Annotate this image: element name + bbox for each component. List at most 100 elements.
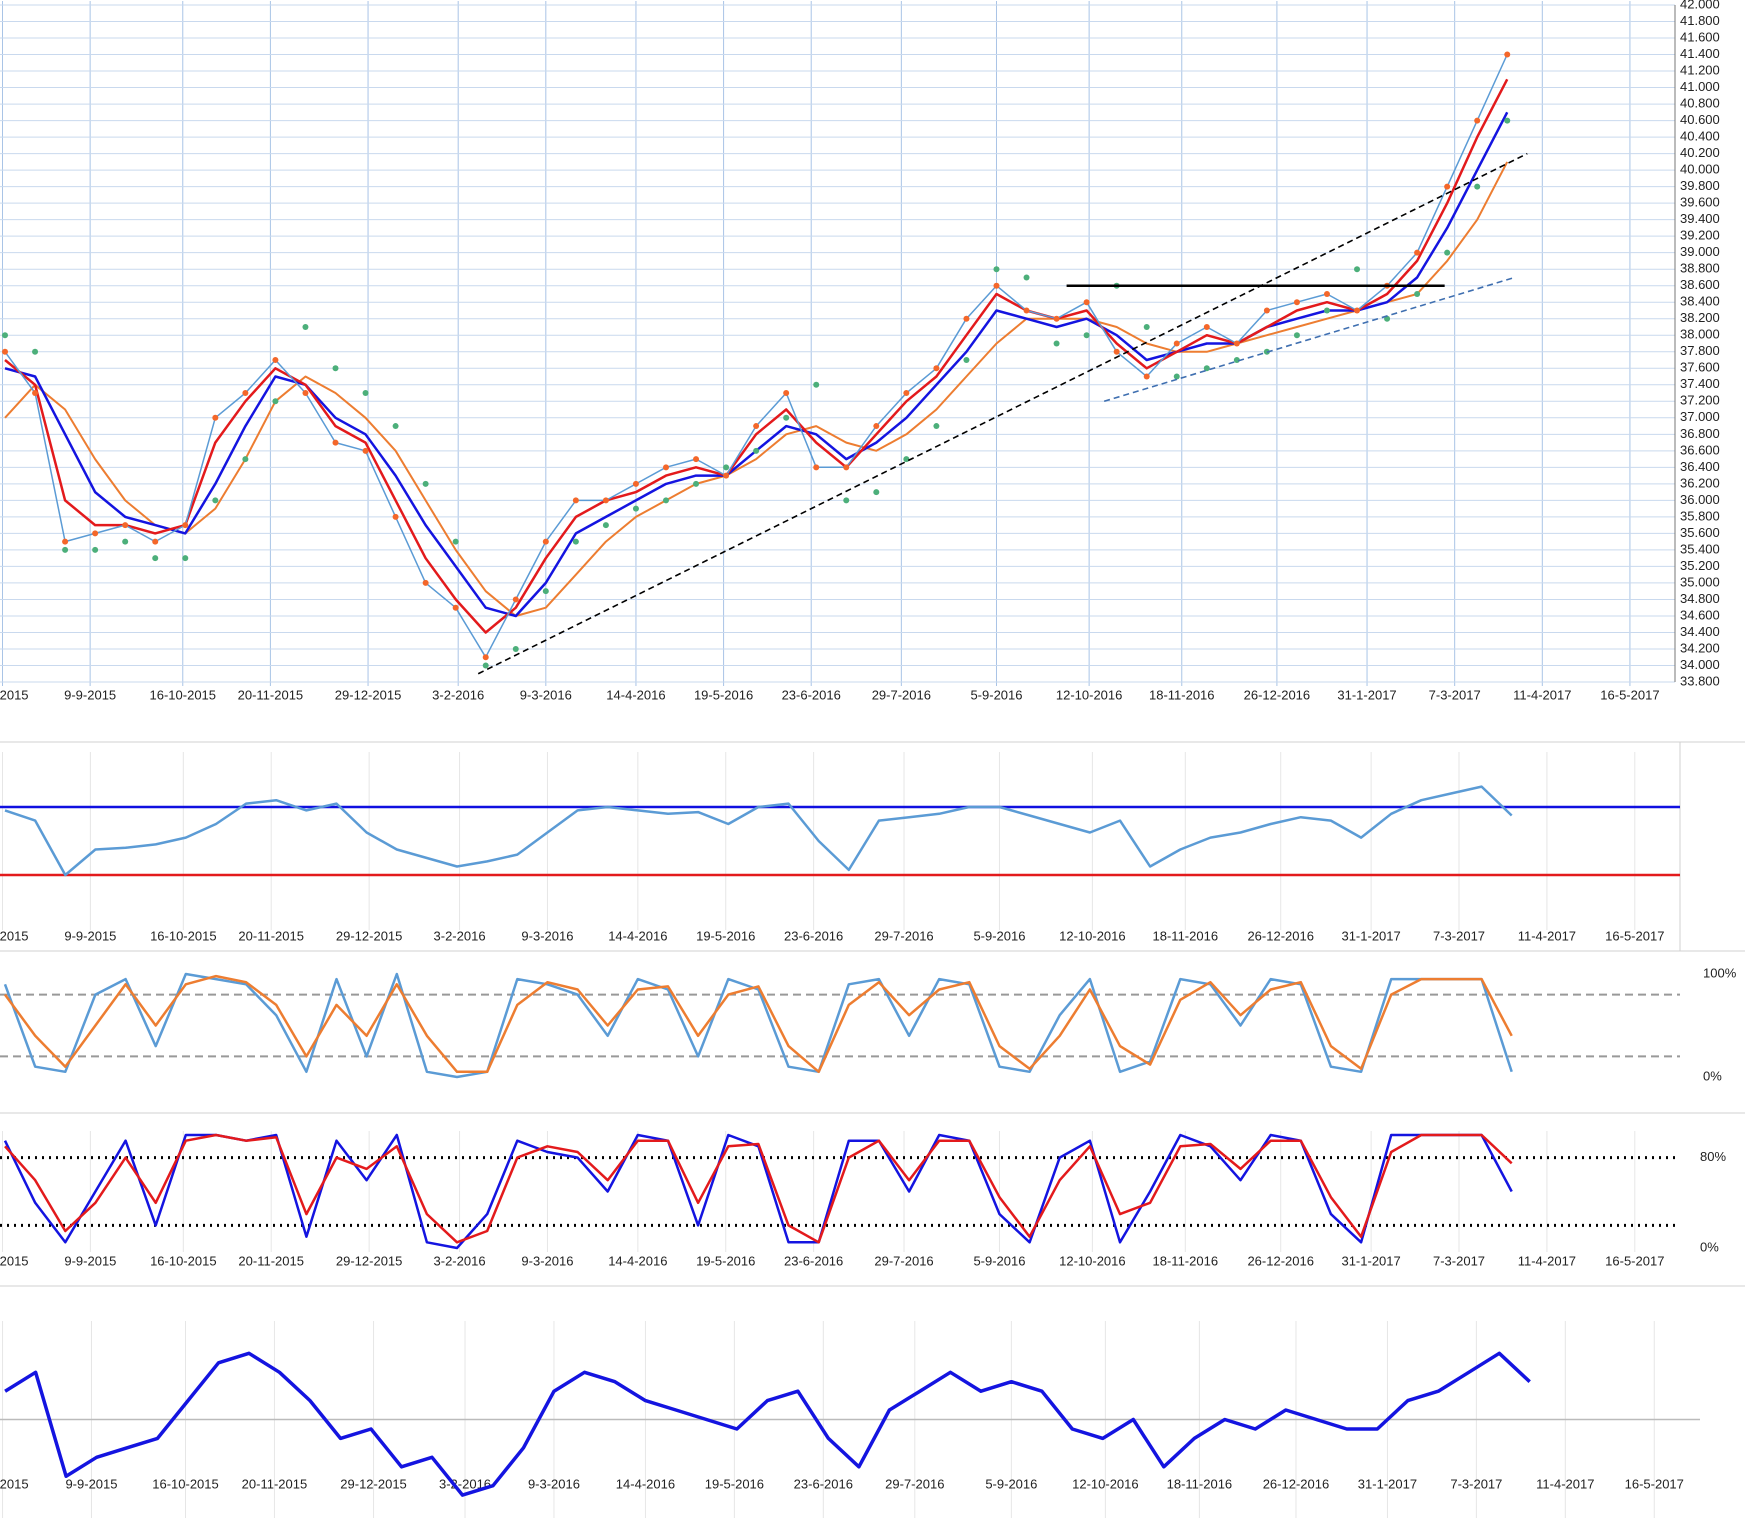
x-tick-label: 26-12-2016 <box>1244 687 1311 702</box>
x-tick-label: 7-3-2017 <box>1433 928 1485 943</box>
x-tick-label: 9-3-2016 <box>520 687 572 702</box>
series-marker <box>212 497 219 504</box>
x-tick-label: 5-9-2016 <box>973 1253 1025 1268</box>
series-marker <box>1263 307 1270 314</box>
series-marker <box>1203 365 1210 372</box>
series-marker <box>482 662 489 669</box>
series-marker <box>152 555 159 562</box>
x-tick-label: 14-4-2016 <box>616 1476 675 1491</box>
series-marker <box>843 497 850 504</box>
x-tick-label: 9-9-2015 <box>64 928 116 943</box>
y-tick-label: 41.800 <box>1680 13 1720 28</box>
series-marker <box>1023 307 1030 314</box>
x-tick-label: 12-10-2016 <box>1059 928 1126 943</box>
x-tick-label: 16-5-2017 <box>1605 928 1664 943</box>
x-tick-label: 19-5-2016 <box>696 928 755 943</box>
series-marker <box>813 464 820 471</box>
x-tick-label: 31-1-2017 <box>1358 1476 1417 1491</box>
x-tick-label: 14-4-2016 <box>606 687 665 702</box>
y-tick-label: 35.000 <box>1680 574 1720 589</box>
series-marker <box>1474 183 1481 190</box>
x-tick-label: 29-12-2015 <box>335 687 402 702</box>
x-tick-label: 29-12-2015 <box>340 1476 407 1491</box>
series-marker <box>332 365 339 372</box>
series-line <box>4 1133 1513 1244</box>
series-marker <box>723 464 730 471</box>
x-tick-label: 12-10-2016 <box>1059 1253 1126 1268</box>
x-tick-label: 23-6-2016 <box>784 928 843 943</box>
y-tick-label: 36.600 <box>1680 442 1720 457</box>
y-tick-label: 38.600 <box>1680 277 1720 292</box>
x-tick-label: 29-12-2015 <box>336 928 403 943</box>
x-tick-label: 26-12-2016 <box>1247 1253 1314 1268</box>
series-marker <box>1083 332 1090 339</box>
series-marker <box>572 538 579 545</box>
series-marker <box>1143 373 1150 380</box>
series-marker <box>1414 249 1421 256</box>
x-tick-label: 18-11-2016 <box>1149 687 1215 702</box>
y-tick-label: 37.000 <box>1680 409 1720 424</box>
x-tick-label: 9-9-2015 <box>64 687 116 702</box>
y-tick-label: 36.800 <box>1680 426 1720 441</box>
series-marker <box>1354 307 1361 314</box>
x-tick-label: 11-4-2017 <box>1536 1476 1594 1491</box>
x-tick-label: 11-4-2017 <box>1518 928 1576 943</box>
series-marker <box>1444 183 1451 190</box>
series-marker <box>1053 340 1060 347</box>
y-tick-label: 0% <box>1700 1239 1719 1254</box>
x-tick-label: 11-4-2017 <box>1513 687 1571 702</box>
series-marker <box>2 348 9 355</box>
x-tick-label: 26-12-2016 <box>1247 928 1314 943</box>
series-marker <box>452 538 459 545</box>
x-tick-label: 5-8-2015 <box>0 1476 29 1491</box>
series-marker <box>632 480 639 487</box>
series-marker <box>1173 340 1180 347</box>
series-marker <box>1023 274 1030 281</box>
x-tick-label: 16-5-2017 <box>1600 687 1659 702</box>
y-tick-label: 39.600 <box>1680 195 1720 210</box>
series-marker <box>1203 323 1210 330</box>
x-tick-label: 3-2-2016 <box>434 1253 486 1268</box>
series-marker <box>1354 266 1361 273</box>
y-tick-label: 34.400 <box>1680 624 1720 639</box>
series-marker <box>362 447 369 454</box>
series-marker <box>993 266 1000 273</box>
x-tick-label: 7-3-2017 <box>1433 1253 1485 1268</box>
series-marker <box>452 604 459 611</box>
series-marker <box>122 522 129 529</box>
series-marker <box>1293 299 1300 306</box>
y-tick-label: 35.200 <box>1680 558 1720 573</box>
series-marker <box>1143 323 1150 330</box>
series-line <box>4 78 1509 634</box>
y-tick-label: 38.200 <box>1680 310 1720 325</box>
series-marker <box>933 365 940 372</box>
y-tick-label: 100% <box>1703 965 1737 980</box>
series-marker <box>813 381 820 388</box>
series-marker <box>272 398 279 405</box>
x-tick-label: 5-8-2015 <box>0 928 29 943</box>
x-tick-label: 20-11-2015 <box>242 1476 308 1491</box>
series-marker <box>723 472 730 479</box>
y-tick-label: 35.400 <box>1680 541 1720 556</box>
series-marker <box>92 530 99 537</box>
x-tick-label: 7-3-2017 <box>1450 1476 1502 1491</box>
y-tick-label: 33.800 <box>1680 673 1720 688</box>
x-tick-label: 26-12-2016 <box>1263 1476 1330 1491</box>
series-marker <box>1444 249 1451 256</box>
y-tick-label: 39.800 <box>1680 178 1720 193</box>
y-tick-label: 41.600 <box>1680 29 1720 44</box>
x-tick-label: 14-4-2016 <box>608 928 667 943</box>
series-marker <box>182 522 189 529</box>
series-marker <box>1053 315 1060 322</box>
x-tick-label: 20-11-2015 <box>238 1253 304 1268</box>
x-tick-label: 16-10-2015 <box>150 928 217 943</box>
series-marker <box>482 654 489 661</box>
series-marker <box>753 423 760 430</box>
x-tick-label: 5-9-2016 <box>985 1476 1037 1491</box>
x-tick-label: 20-11-2015 <box>238 928 304 943</box>
y-tick-label: 34.600 <box>1680 607 1720 622</box>
series-marker <box>873 423 880 430</box>
series-marker <box>32 390 39 397</box>
series-line <box>4 1351 1531 1497</box>
